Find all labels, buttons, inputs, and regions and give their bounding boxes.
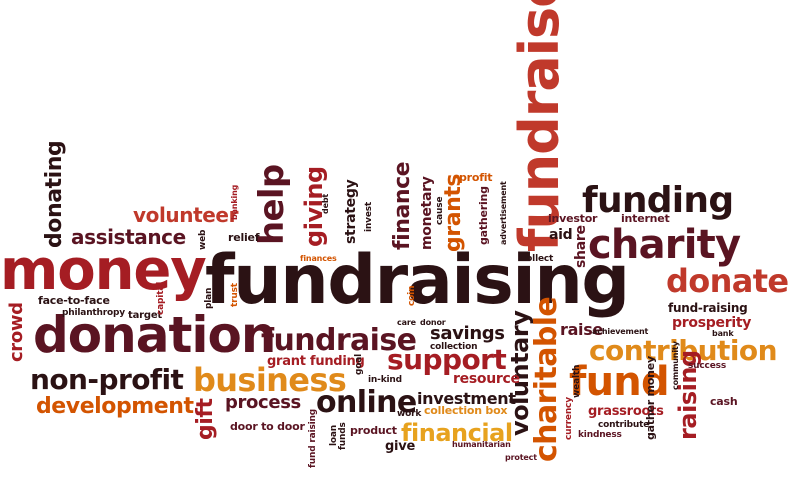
word-coin: coin <box>407 285 417 306</box>
word-charity: charity <box>588 222 741 268</box>
word-assistance: assistance <box>71 225 186 249</box>
word-goal: goal <box>354 353 364 375</box>
word-gathering: gathering <box>477 186 490 245</box>
word-donating: donating <box>42 140 67 248</box>
word-loan: loan <box>329 424 339 446</box>
word-crowd: crowd <box>6 302 27 362</box>
word-collection-box: collection box <box>424 404 508 417</box>
word-donor: donor <box>420 318 446 327</box>
word-door-to-door: door to door <box>230 420 305 433</box>
word-fund-raising-small: fund raising <box>308 408 318 468</box>
word-fundraising: fundraising <box>205 241 630 320</box>
word-wealth: wealth <box>572 364 582 398</box>
word-fund-raising: fund-raising <box>668 301 748 315</box>
word-invest: invest <box>364 201 374 232</box>
word-strategy: strategy <box>343 179 359 244</box>
word-give: give <box>385 439 416 454</box>
word-product: product <box>350 424 397 437</box>
word-collect: collect <box>521 254 554 264</box>
word-raise: raise <box>560 320 603 339</box>
word-kindness: kindness <box>578 430 622 440</box>
word-grassroots: grassroots <box>588 404 664 419</box>
word-gift: gift <box>193 398 218 440</box>
word-work: work <box>397 409 422 419</box>
word-web: web <box>198 229 208 250</box>
word-humanitarian: humanitarian <box>452 440 511 449</box>
word-cause: cause <box>435 196 445 225</box>
word-funds: funds <box>338 422 348 450</box>
word-in-kind: in-kind <box>368 375 402 385</box>
word-investment: investment <box>417 389 516 408</box>
word-business: business <box>193 361 347 399</box>
word-cash: cash <box>710 395 738 408</box>
word-banking: banking <box>230 184 239 220</box>
word-resource: resource <box>453 371 520 387</box>
word-trust: trust <box>230 283 240 307</box>
word-advertisement: advertisement <box>499 181 508 245</box>
word-face-to-face: face-to-face <box>38 294 110 307</box>
word-support: support <box>387 343 507 376</box>
word-collection: collection <box>430 342 478 352</box>
word-prosperity: prosperity <box>672 315 752 331</box>
word-fund: fund <box>569 359 670 405</box>
word-savings: savings <box>430 323 505 344</box>
word-community: community <box>671 341 680 390</box>
word-grant-funding: grant funding <box>267 354 365 369</box>
word-protect: protect <box>505 453 537 462</box>
word-financial: financial <box>401 419 513 447</box>
word-profit: profit <box>459 171 493 184</box>
word-currency: currency <box>564 397 574 440</box>
word-funding: funding <box>582 180 734 221</box>
word-success: success <box>688 361 726 371</box>
word-finances: finances <box>300 254 337 263</box>
word-bank: bank <box>712 329 734 338</box>
word-contribute: contribute <box>598 420 650 430</box>
word-relief: relief <box>228 231 260 244</box>
word-plan: plan <box>204 287 214 309</box>
word-share: share <box>573 225 589 268</box>
word-investor: investor <box>548 212 598 225</box>
word-online: online <box>316 385 417 420</box>
word-achievement: achievement <box>592 327 649 336</box>
word-aid: aid <box>549 227 573 243</box>
word-donation: donation <box>33 306 276 364</box>
word-grants: grants <box>441 173 466 252</box>
word-charitable: charitable <box>529 296 564 462</box>
word-internet: internet <box>621 212 670 225</box>
word-donate: donate <box>666 262 789 300</box>
word-fundraise: fundraise <box>261 323 417 358</box>
word-help: help <box>252 164 292 245</box>
word-debt: debt <box>321 193 330 214</box>
word-process: process <box>225 392 301 413</box>
word-volunteer: volunteer <box>133 203 239 227</box>
word-capital: capital <box>156 281 166 315</box>
word-target: target <box>128 310 162 321</box>
word-philanthropy: philanthropy <box>62 308 125 318</box>
word-contribution: contribution <box>589 334 778 367</box>
word-monetary: monetary <box>419 176 435 250</box>
word-non-profit: non-profit <box>30 363 184 396</box>
word-development: development <box>36 394 194 419</box>
word-finance: finance <box>390 161 415 250</box>
word-care: care <box>397 318 416 327</box>
word-money: money <box>0 238 207 303</box>
